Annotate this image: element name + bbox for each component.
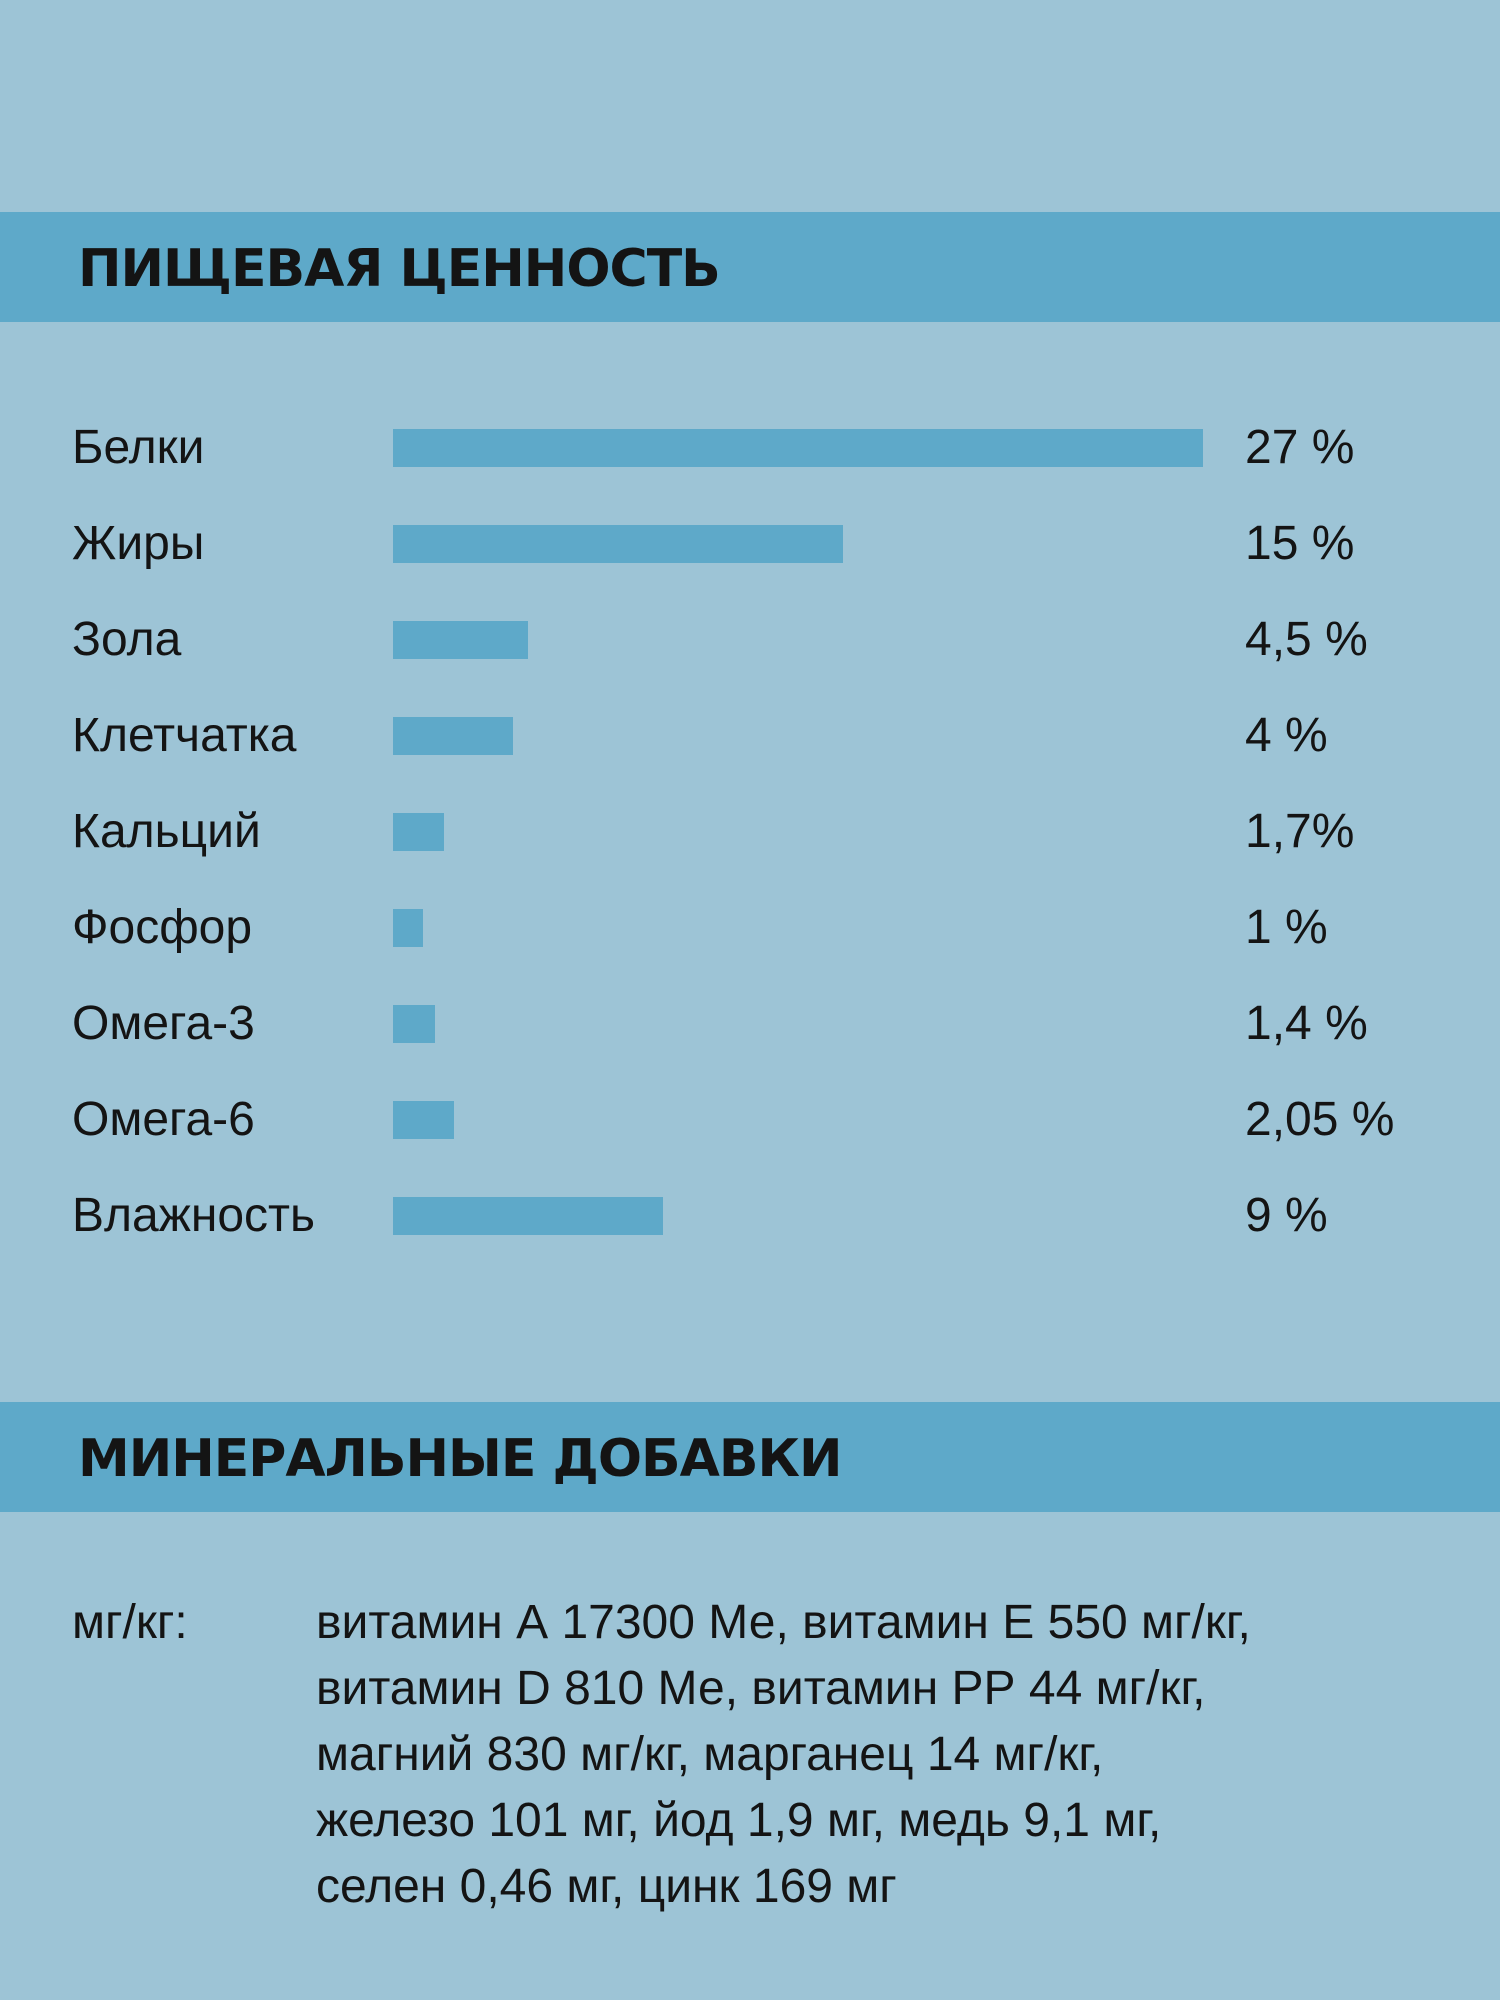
category-label: Влажность [72,1189,316,1242]
nutrition-header-band: ПИЩЕВАЯ ЦЕННОСТЬ [0,212,1500,322]
minerals-line: селен 0,46 мг, цинк 169 мг [316,1860,897,1913]
value-label: 1,4 % [1245,997,1368,1050]
chart-row: Зола 4,5 % [0,592,1500,688]
value-label: 2,05 % [1245,1093,1395,1146]
bar [393,909,423,947]
bar [393,429,1203,467]
nutrition-bar-chart: Белки 27 % Жиры 15 % Зола 4,5 % Клетчатка 4 % Ка… [0,400,1500,1260]
bar [393,813,444,851]
chart-row: Фосфор 1 % [0,880,1500,976]
category-label: Жиры [72,517,205,570]
bar [393,621,528,659]
nutrition-title: ПИЩЕВАЯ ЦЕННОСТЬ [78,239,721,299]
value-label: 9 % [1245,1189,1328,1242]
chart-row: Белки 27 % [0,400,1500,496]
bar [393,1005,435,1043]
value-label: 4 % [1245,709,1328,762]
chart-row: Клетчатка 4 % [0,688,1500,784]
minerals-line: магний 830 мг/кг, марганец 14 мг/кг, [316,1728,1104,1781]
category-label: Клетчатка [72,709,297,762]
bar [393,717,513,755]
minerals-list: витамин А 17300 Ме, витамин Е 550 мг/кг,… [316,1590,1486,1920]
bar [393,1197,663,1235]
category-label: Белки [72,421,205,474]
category-label: Кальций [72,805,261,858]
chart-row: Омега-6 2,05 % [0,1072,1500,1168]
value-label: 15 % [1245,517,1355,570]
chart-row: Влажность 9 % [0,1168,1500,1264]
category-label: Зола [72,613,182,666]
minerals-unit-label: мг/кг: [72,1596,188,1649]
chart-row: Омега-3 1,4 % [0,976,1500,1072]
chart-row: Кальций 1,7% [0,784,1500,880]
category-label: Омега-3 [72,997,255,1050]
minerals-line: железо 101 мг, йод 1,9 мг, медь 9,1 мг, [316,1794,1162,1847]
value-label: 27 % [1245,421,1355,474]
bar [393,1101,454,1139]
value-label: 4,5 % [1245,613,1368,666]
bar [393,525,843,563]
value-label: 1 % [1245,901,1328,954]
minerals-title: МИНЕРАЛЬНЫЕ ДОБАВКИ [78,1429,843,1489]
category-label: Фосфор [72,901,253,954]
value-label: 1,7% [1245,805,1355,858]
minerals-line: витамин А 17300 Ме, витамин Е 550 мг/кг, [316,1596,1251,1649]
category-label: Омега-6 [72,1093,255,1146]
minerals-header-band: МИНЕРАЛЬНЫЕ ДОБАВКИ [0,1402,1500,1512]
chart-row: Жиры 15 % [0,496,1500,592]
minerals-line: витамин D 810 Ме, витамин РР 44 мг/кг, [316,1662,1206,1715]
